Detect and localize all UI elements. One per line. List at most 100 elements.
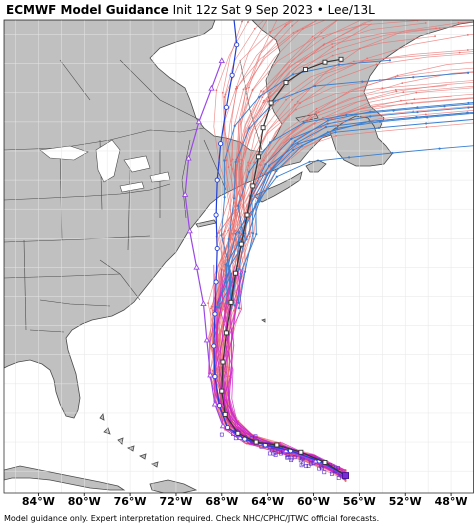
control-track-point: [303, 67, 308, 72]
control-track-point: [322, 59, 328, 65]
ensemble-point: [308, 160, 311, 163]
ensemble-point: [331, 46, 334, 49]
ensemble-point: [258, 200, 261, 203]
ensemble-point: [335, 127, 339, 130]
ensemble-point: [238, 160, 241, 163]
control-track-point: [298, 449, 304, 455]
ensemble-point: [285, 98, 287, 101]
ensemble-point: [291, 73, 295, 76]
ensemble-point: [209, 307, 212, 310]
lon-tick-label: 64°W: [251, 495, 284, 508]
violet-track-point: [200, 300, 207, 307]
ensemble-point: [222, 237, 225, 240]
ensemble-track: [237, 145, 474, 303]
hires-blue-track-point: [214, 177, 220, 183]
ensemble-point: [226, 301, 229, 304]
ensemble-point: [375, 63, 378, 66]
lon-tick-labels: 84°W 80°W 76°W 72°W 68°W 64°W 60°W 56°W 52°W 48°W: [22, 493, 468, 508]
ensemble-point: [238, 231, 241, 234]
ensemble-point: [434, 35, 436, 38]
ensemble-point: [416, 2, 418, 4]
ensemble-point: [233, 124, 236, 128]
ensemble-point: [248, 127, 251, 130]
ensemble-point: [217, 306, 220, 309]
violet-track-point: [203, 336, 211, 343]
ensemble-point: [344, 480, 347, 482]
ensemble-point: [345, 113, 348, 117]
ensemble-point: [268, 164, 271, 167]
ensemble-point: [438, 27, 441, 30]
ensemble-marker: [336, 476, 341, 480]
ensemble-point: [291, 98, 294, 101]
ensemble-point: [262, 90, 265, 93]
ensemble-point: [243, 232, 247, 235]
ensemble-point: [391, 151, 394, 155]
lake: [119, 181, 145, 193]
ensemble-point: [234, 232, 237, 235]
disclaimer: Model guidance only. Expert interpretati…: [4, 514, 380, 523]
ensemble-point: [223, 159, 226, 162]
ensemble-point: [251, 232, 255, 235]
ensemble-point: [392, 109, 395, 112]
ensemble-point: [257, 95, 261, 99]
ensemble-point: [425, 122, 428, 125]
ensemble-point: [251, 88, 254, 91]
ensemble-point: [227, 237, 230, 240]
ensemble-point: [260, 90, 262, 92]
violet-track-point: [193, 263, 200, 270]
ensemble-point: [394, 89, 397, 91]
ensemble-point: [377, 126, 381, 129]
landmass-nova-scotia: [253, 171, 303, 203]
landmass-newfoundland: [329, 115, 393, 167]
ensemble-point: [311, 35, 314, 38]
hires-blue-track-point: [216, 403, 223, 409]
ensemble-point: [222, 305, 225, 308]
ensemble-point: [412, 76, 415, 79]
ensemble-point: [337, 63, 341, 66]
ensemble-point: [310, 116, 313, 119]
violet-track-point: [219, 422, 227, 429]
ensemble-point: [267, 171, 270, 175]
ensemble-point: [236, 87, 239, 90]
ensemble-point: [227, 166, 230, 168]
ensemble-point: [396, 74, 399, 77]
control-track-point: [256, 154, 261, 160]
ensemble-point: [324, 125, 328, 129]
ensemble-point: [361, 80, 364, 83]
ensemble-point: [269, 141, 272, 144]
ensemble-point: [261, 172, 264, 175]
ensemble-point: [237, 301, 240, 304]
ensemble-point: [313, 122, 316, 125]
ensemble-point: [369, 110, 372, 113]
ensemble-point: [231, 158, 234, 161]
ensemble-point: [240, 158, 243, 161]
ensemble-marker: [306, 463, 311, 468]
ensemble-point: [301, 144, 304, 147]
ensemble-point: [250, 231, 253, 234]
control-track-point: [274, 442, 280, 448]
ensemble-point: [394, 75, 397, 78]
hires-blue-track-point: [212, 374, 218, 380]
ensemble-track: [221, 273, 346, 472]
ensemble-track: [226, 85, 447, 479]
control-track-point: [233, 270, 239, 276]
ensemble-point: [263, 159, 265, 162]
ensemble-point: [466, 49, 469, 51]
ensemble-point: [243, 270, 247, 273]
ensemble-marker: [285, 453, 290, 458]
ensemble-marker: [253, 434, 258, 439]
graticule: [4, 20, 474, 493]
ensemble-point: [366, 57, 369, 60]
lon-tick-label: 76°W: [114, 495, 147, 508]
ensemble-point: [302, 121, 305, 124]
violet-track-point: [186, 227, 193, 234]
ensemble-point: [378, 120, 382, 123]
control-track: [221, 58, 346, 477]
ensemble-point: [238, 267, 241, 270]
ensemble-track: [225, 103, 474, 303]
ensemble-point: [352, 60, 355, 63]
ensemble-point: [438, 147, 441, 150]
ensemble-point: [412, 110, 415, 113]
ensemble-point: [245, 238, 248, 241]
ensemble-point: [301, 28, 304, 30]
